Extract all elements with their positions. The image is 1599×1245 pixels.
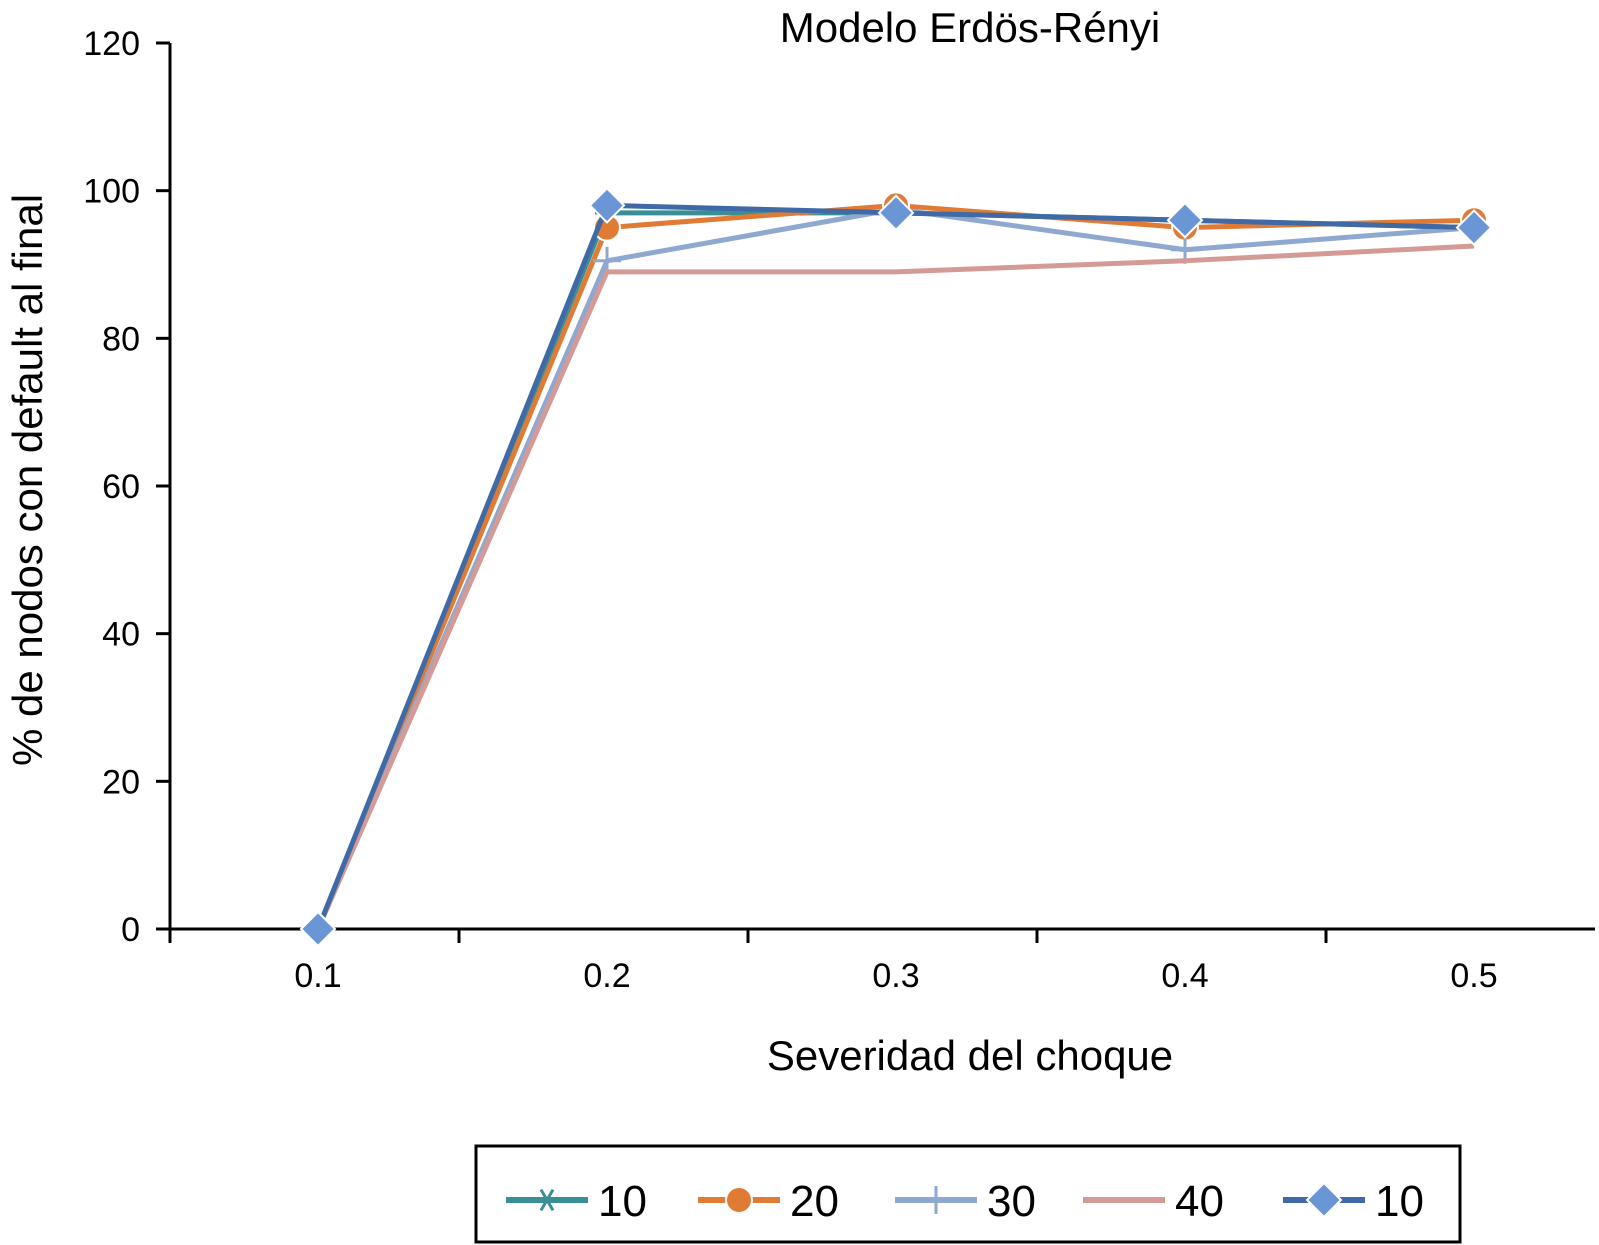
series-line (315, 202, 1475, 930)
legend-item: 30 (895, 1177, 1036, 1226)
series-2 (304, 191, 1488, 943)
data-point (1166, 201, 1204, 239)
data-point (299, 910, 337, 948)
y-tick-label: 0 (121, 911, 140, 949)
legend-label: 40 (1175, 1177, 1224, 1226)
axes: 0 20 40 60 80 100 120 0.1 0.2 0.3 0.4 0.5 (83, 25, 1595, 995)
series-line (315, 202, 1475, 930)
series-line (315, 206, 1475, 930)
legend-item: 40 (1083, 1177, 1224, 1226)
legend-label: 10 (598, 1177, 647, 1226)
data-point (1455, 209, 1493, 246)
x-tick-label: 0.5 (1450, 957, 1497, 995)
legend-label: 20 (790, 1177, 839, 1226)
legend-item: 10 (1283, 1177, 1424, 1226)
legend-item: 20 (698, 1177, 839, 1226)
y-axis-label: % de nodos con default al final (4, 194, 51, 766)
x-axis-label: Severidad del choque (767, 1032, 1173, 1079)
legend-item: 10 (506, 1177, 647, 1226)
x-tick-label: 0.1 (294, 957, 341, 995)
legend-label: 10 (1375, 1177, 1424, 1226)
legend-swatch-marker (1305, 1181, 1343, 1219)
x-tick-label: 0.4 (1161, 957, 1208, 995)
data-point (588, 187, 626, 224)
series-4 (315, 243, 1475, 931)
legend: 10 20 30 40 10 (474, 1144, 1462, 1244)
legend-swatch-marker (922, 1186, 950, 1214)
legend-swatch-marker (725, 1186, 753, 1214)
x-tick-label: 0.3 (872, 957, 919, 995)
series-5 (299, 187, 1493, 948)
y-tick-label: 80 (102, 320, 140, 358)
legend-label: 30 (987, 1177, 1036, 1226)
y-tick-label: 60 (102, 468, 140, 506)
series-layer (299, 187, 1493, 948)
chart-title: Modelo Erdös-Rényi (780, 4, 1161, 51)
series-line (315, 243, 1475, 931)
data-point (877, 194, 915, 232)
legend-box (474, 1144, 1462, 1244)
series-1 (306, 201, 1486, 941)
y-tick-label: 40 (102, 616, 140, 654)
y-tick-label: 100 (83, 173, 140, 211)
legend-swatch-marker (535, 1188, 559, 1212)
y-tick-label: 20 (102, 763, 140, 801)
series-line (315, 210, 1475, 930)
x-tick-label: 0.2 (583, 957, 630, 995)
series-3 (304, 195, 1488, 943)
y-tick-label: 120 (83, 25, 140, 63)
